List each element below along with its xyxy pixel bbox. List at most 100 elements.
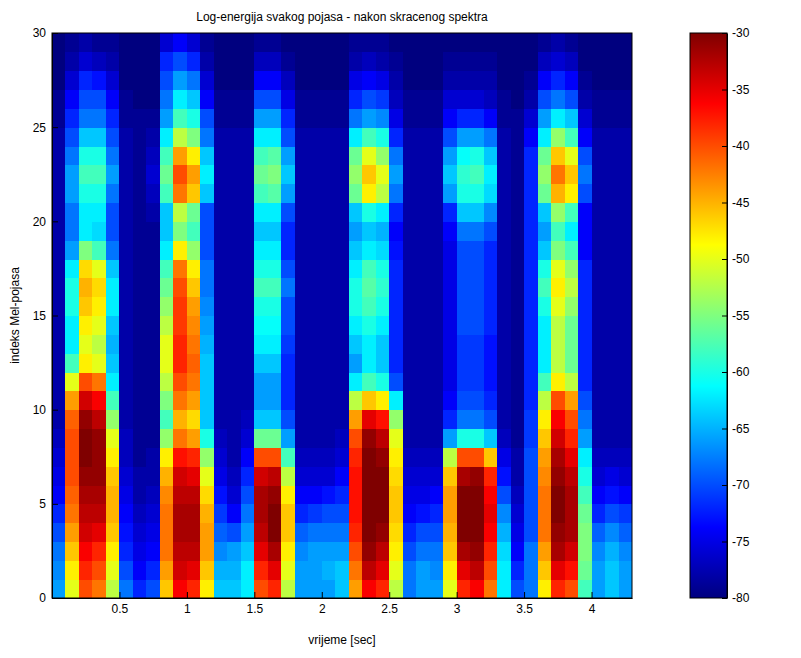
heatmap-cell bbox=[524, 259, 538, 278]
heatmap-cell bbox=[389, 523, 403, 542]
heatmap-cell bbox=[133, 221, 147, 240]
heatmap-cell bbox=[538, 353, 552, 372]
heatmap-cell bbox=[295, 278, 309, 297]
heatmap-cell bbox=[430, 429, 444, 448]
heatmap-cell bbox=[295, 372, 309, 391]
heatmap-cell bbox=[565, 127, 579, 146]
heatmap-cell bbox=[524, 542, 538, 561]
heatmap-cell bbox=[551, 221, 565, 240]
heatmap-cell bbox=[187, 410, 201, 429]
heatmap-cell bbox=[214, 90, 228, 109]
heatmap-cell bbox=[592, 221, 606, 240]
heatmap-cell bbox=[322, 108, 336, 127]
heatmap-cell bbox=[65, 33, 79, 52]
heatmap-cell bbox=[470, 33, 484, 52]
heatmap-cell bbox=[308, 297, 322, 316]
x-axis-tick-mark bbox=[457, 592, 458, 598]
heatmap-cell bbox=[457, 71, 471, 90]
heatmap-cell bbox=[173, 52, 187, 71]
heatmap-cell bbox=[335, 560, 349, 579]
heatmap-cell bbox=[187, 316, 201, 335]
heatmap-cell bbox=[281, 278, 295, 297]
heatmap-cell bbox=[335, 203, 349, 222]
heatmap-cell bbox=[349, 71, 363, 90]
heatmap-cell bbox=[119, 278, 133, 297]
heatmap-cell bbox=[349, 353, 363, 372]
heatmap-cell bbox=[389, 184, 403, 203]
x-axis-tick-label: 3 bbox=[454, 602, 461, 616]
heatmap-cell bbox=[430, 259, 444, 278]
heatmap-cell bbox=[457, 485, 471, 504]
colorbar-axis-tick-label: -50 bbox=[732, 252, 750, 266]
heatmap-cell bbox=[281, 146, 295, 165]
x-axis: 0.511.522.533.54 bbox=[53, 592, 633, 616]
heatmap-cell bbox=[443, 71, 457, 90]
heatmap-cell bbox=[133, 372, 147, 391]
heatmap-cell bbox=[362, 259, 376, 278]
heatmap-cell bbox=[619, 391, 632, 410]
heatmap-cell bbox=[592, 504, 606, 523]
heatmap-cell bbox=[416, 542, 430, 561]
heatmap-cell bbox=[470, 429, 484, 448]
heatmap-cell bbox=[416, 560, 430, 579]
heatmap-cell bbox=[200, 259, 214, 278]
heatmap-cell bbox=[214, 240, 228, 259]
heatmap-cell bbox=[470, 410, 484, 429]
heatmap-cell bbox=[52, 429, 66, 448]
heatmap-cell bbox=[389, 316, 403, 335]
heatmap-cell bbox=[200, 316, 214, 335]
heatmap-cell bbox=[173, 523, 187, 542]
heatmap-cell bbox=[52, 278, 66, 297]
heatmap-cell bbox=[538, 203, 552, 222]
heatmap-cell bbox=[146, 221, 160, 240]
heatmap-cell bbox=[524, 410, 538, 429]
heatmap-cell bbox=[511, 485, 525, 504]
heatmap-cell bbox=[403, 316, 417, 335]
heatmap-cell bbox=[52, 108, 66, 127]
heatmap-cell bbox=[551, 297, 565, 316]
heatmap-cell bbox=[551, 353, 565, 372]
heatmap-cell bbox=[335, 33, 349, 52]
heatmap-cell bbox=[403, 71, 417, 90]
heatmap-cell bbox=[160, 560, 174, 579]
heatmap-cell bbox=[443, 372, 457, 391]
heatmap-cell bbox=[187, 372, 201, 391]
heatmap-cell bbox=[619, 165, 632, 184]
heatmap-cell bbox=[578, 504, 592, 523]
heatmap-cell bbox=[227, 447, 241, 466]
heatmap-cell bbox=[52, 221, 66, 240]
heatmap-cell bbox=[295, 108, 309, 127]
heatmap-cell bbox=[133, 353, 147, 372]
heatmap-cell bbox=[605, 221, 619, 240]
heatmap-cell bbox=[187, 165, 201, 184]
heatmap-cell bbox=[551, 334, 565, 353]
heatmap-cell bbox=[511, 90, 525, 109]
heatmap-cells bbox=[52, 33, 632, 598]
heatmap-cell bbox=[308, 278, 322, 297]
heatmap-cell bbox=[214, 33, 228, 52]
heatmap-cell bbox=[524, 90, 538, 109]
y-axis-tick-mark bbox=[52, 316, 58, 317]
heatmap-cell bbox=[92, 579, 106, 598]
heatmap-cell bbox=[254, 429, 268, 448]
heatmap-cell bbox=[565, 203, 579, 222]
heatmap-cell bbox=[322, 90, 336, 109]
heatmap-cell bbox=[362, 316, 376, 335]
heatmap-cell bbox=[592, 372, 606, 391]
y-axis-tick-label: 0 bbox=[39, 591, 46, 605]
heatmap-cell bbox=[268, 165, 282, 184]
heatmap-cell bbox=[146, 334, 160, 353]
heatmap-cell bbox=[227, 297, 241, 316]
heatmap-cell bbox=[187, 146, 201, 165]
heatmap-cell bbox=[241, 240, 255, 259]
heatmap-cell bbox=[619, 278, 632, 297]
heatmap-cell bbox=[538, 127, 552, 146]
heatmap-cell bbox=[92, 447, 106, 466]
heatmap-cell bbox=[52, 542, 66, 561]
heatmap-cell bbox=[389, 429, 403, 448]
heatmap-cell bbox=[79, 542, 93, 561]
heatmap-cell bbox=[241, 71, 255, 90]
heatmap-cell bbox=[416, 297, 430, 316]
heatmap-cell bbox=[214, 184, 228, 203]
x-axis-tick-mark bbox=[119, 592, 120, 598]
